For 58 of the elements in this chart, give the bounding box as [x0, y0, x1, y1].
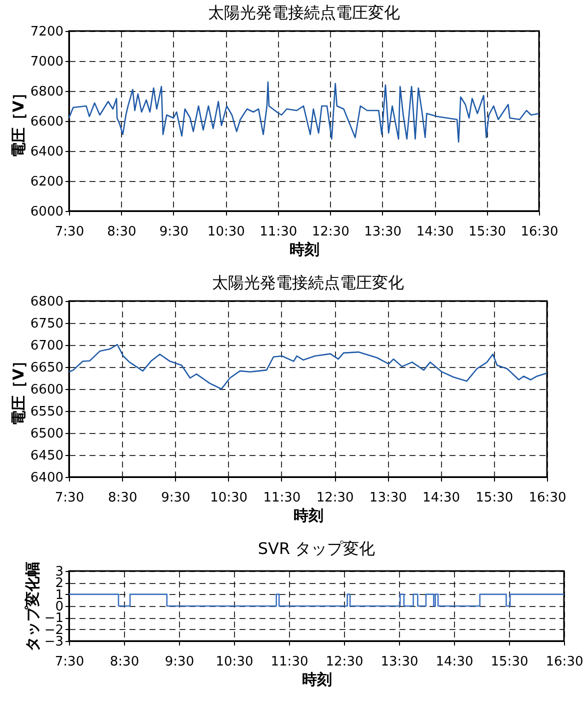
y-tick-label: 6400	[30, 144, 64, 160]
y-tick-label: 6500	[30, 426, 64, 442]
x-tick-label: 14:30	[436, 654, 474, 670]
x-tick-label: 15:30	[476, 490, 514, 506]
y-tick-label: 6000	[30, 204, 64, 220]
y-tick-label: 6700	[30, 338, 64, 354]
line-series	[68, 344, 548, 390]
y-axis-title: 電圧［V］	[9, 86, 28, 158]
y-tick-label: −3	[44, 634, 64, 650]
x-tick-label: 8:30	[107, 224, 136, 240]
x-tick-label: 12:30	[326, 654, 364, 670]
x-tick-label: 9:30	[164, 654, 194, 670]
x-tick-label: 15:30	[468, 224, 506, 240]
x-tick-label: 13:30	[364, 224, 402, 240]
y-tick-label: 6750	[30, 316, 64, 332]
y-tick-label: 7200	[30, 24, 64, 40]
chart-title: SVR タップ変化	[258, 539, 376, 558]
y-tick-label: 6450	[30, 448, 64, 464]
x-tick-label: 16:30	[546, 654, 584, 670]
y-tick-label: 6400	[30, 470, 64, 486]
y-axis-title: 電圧［V］	[9, 354, 28, 426]
x-tick-label: 11:30	[270, 654, 308, 670]
x-tick-label: 11:30	[260, 224, 298, 240]
x-tick-label: 8:30	[108, 490, 138, 506]
x-tick-label: 14:30	[416, 224, 454, 240]
x-axis-title: 時刻	[294, 506, 324, 524]
x-tick-label: 8:30	[110, 654, 140, 670]
y-tick-label: 7000	[30, 54, 64, 70]
x-tick-label: 7:30	[54, 224, 84, 240]
y-tick-label: 6600	[30, 382, 64, 398]
x-tick-label: 13:30	[380, 654, 418, 670]
x-tick-label: 12:30	[312, 224, 350, 240]
y-axis-title: タップ変化幅	[23, 562, 42, 652]
y-tick-label: 6800	[30, 84, 64, 100]
y-tick-label: 6650	[30, 360, 64, 376]
x-axis-title: 時刻	[290, 240, 320, 258]
x-axis-title: 時刻	[302, 670, 332, 688]
x-tick-label: 16:30	[528, 490, 566, 506]
x-tick-label: 11:30	[263, 490, 301, 506]
x-tick-label: 10:30	[216, 654, 254, 670]
chart-title: 太陽光発電接続点電圧変化	[208, 3, 400, 22]
x-tick-label: 9:30	[161, 490, 190, 506]
x-tick-label: 10:30	[207, 224, 245, 240]
x-tick-label: 7:30	[54, 654, 84, 670]
x-tick-label: 16:30	[520, 224, 558, 240]
x-tick-label: 12:30	[316, 490, 354, 506]
x-tick-label: 10:30	[210, 490, 248, 506]
x-tick-label: 15:30	[490, 654, 528, 670]
y-tick-label: 6600	[30, 114, 64, 130]
chart-title: 太陽光発電接続点電圧変化	[212, 273, 404, 292]
line-series	[68, 81, 540, 143]
x-tick-label: 7:30	[54, 490, 84, 506]
y-tick-label: 6800	[30, 294, 64, 310]
x-tick-label: 9:30	[159, 224, 189, 240]
y-tick-label: 6550	[30, 404, 64, 420]
x-tick-label: 13:30	[369, 490, 407, 506]
x-tick-label: 14:30	[422, 490, 460, 506]
y-tick-label: 6200	[30, 174, 64, 190]
